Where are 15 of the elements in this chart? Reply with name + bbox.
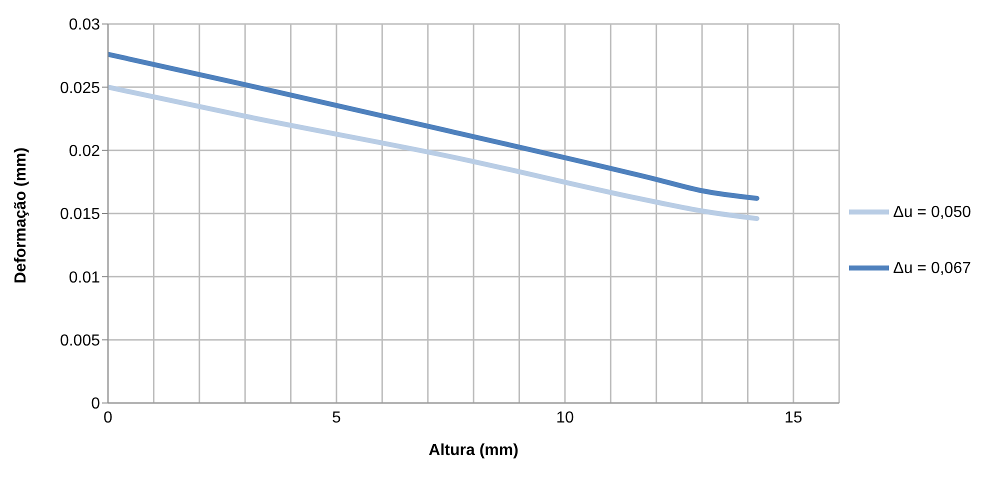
y-tick-label: 0.03 bbox=[68, 16, 100, 34]
legend-label: Δu = 0,067 bbox=[893, 260, 971, 276]
x-tick-label: 5 bbox=[332, 409, 342, 426]
y-tick-label: 0.01 bbox=[68, 269, 100, 286]
y-tick-label: 0.005 bbox=[60, 332, 100, 350]
y-tick-label: 0.02 bbox=[68, 143, 100, 160]
y-tick-label: 0.015 bbox=[60, 206, 100, 224]
y-tick-label: 0 bbox=[91, 396, 100, 413]
y-axis-title: Deformação (mm) bbox=[12, 147, 30, 284]
x-tick-label: 0 bbox=[104, 409, 113, 426]
x-axis-title: Altura (mm) bbox=[428, 442, 518, 459]
legend-label: Δu = 0,050 bbox=[893, 204, 971, 220]
x-tick-label: 15 bbox=[784, 409, 802, 426]
x-tick-label: 10 bbox=[556, 409, 574, 426]
y-tick-label: 0.025 bbox=[60, 80, 100, 97]
